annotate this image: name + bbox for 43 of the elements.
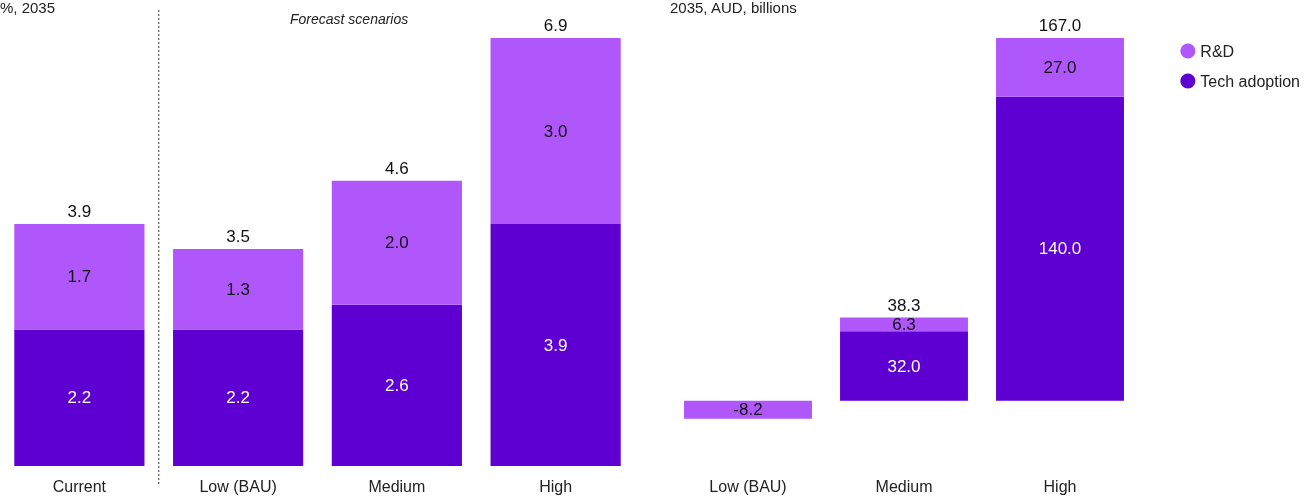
- data-label: 27.0: [1043, 57, 1077, 77]
- data-label: 32.0: [887, 356, 921, 376]
- data-label: 1.3: [226, 279, 250, 299]
- data-label: 2.2: [67, 388, 92, 408]
- total-label: 6.9: [543, 16, 568, 35]
- data-label: 1.7: [67, 267, 92, 287]
- text: Forecast scenarios: [290, 11, 409, 27]
- bar: [331, 180, 462, 305]
- x-tick-label: High: [539, 477, 573, 495]
- data-label: 2.2: [226, 388, 250, 408]
- bar: [684, 400, 812, 419]
- data-label: 3.0: [543, 121, 568, 141]
- x-tick-label: Low (BAU): [709, 477, 787, 495]
- total-label: 167.0: [1038, 16, 1082, 35]
- bar: [996, 38, 1124, 97]
- legend-label: Tech adoption: [1200, 72, 1301, 90]
- x-tick-label: Medium: [875, 477, 933, 495]
- x-tick-label: Low (BAU): [199, 477, 277, 495]
- bar: [490, 224, 621, 466]
- data-label: 2.0: [385, 233, 409, 253]
- bar: [996, 96, 1124, 401]
- bar: [173, 248, 304, 330]
- x-tick-label: High: [1043, 477, 1077, 495]
- x-tick-label: Current: [52, 477, 107, 495]
- bar: [14, 224, 145, 330]
- legend-label: R&D: [1200, 42, 1235, 60]
- data-label: 2.6: [385, 375, 409, 395]
- y-axis-title: 2035, AUD, billions: [670, 0, 797, 16]
- bar: [173, 329, 304, 466]
- bar: [331, 304, 462, 466]
- y-axis-title: %, 2035: [0, 0, 56, 16]
- data-label: 6.3: [892, 314, 916, 334]
- data-label: -8.2: [733, 400, 763, 420]
- data-label: 3.9: [543, 335, 568, 355]
- total-label: 38.3: [887, 295, 921, 315]
- data-label: 140.0: [1038, 239, 1082, 259]
- bar: [840, 331, 968, 401]
- bar: [14, 329, 145, 466]
- bar: [490, 38, 621, 225]
- x-tick-label: Medium: [368, 477, 426, 495]
- total-label: 3.9: [67, 202, 92, 222]
- total-label: 4.6: [385, 158, 409, 178]
- total-label: 3.5: [226, 226, 250, 246]
